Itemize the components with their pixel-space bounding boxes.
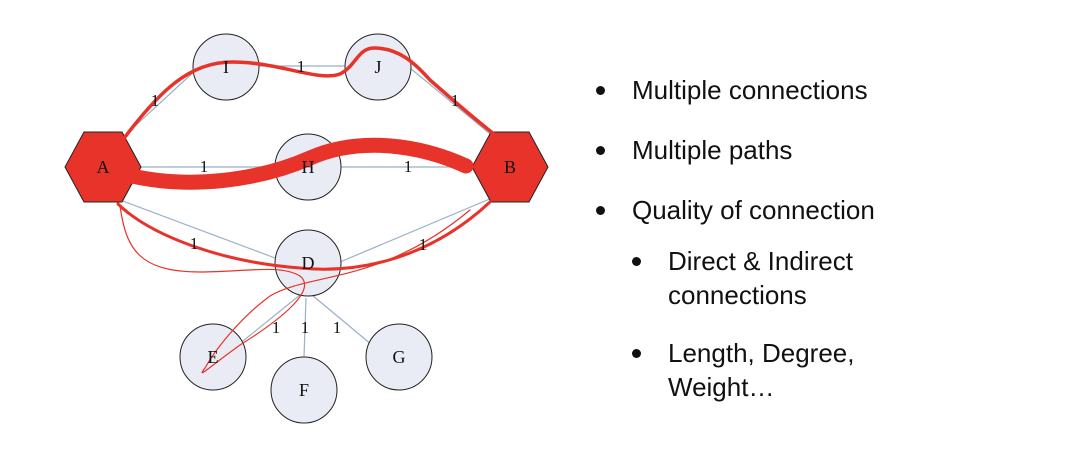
edge-weight-d-g: 1 xyxy=(333,318,342,337)
node-d xyxy=(274,229,342,297)
bullet-text-quality: Quality of connection xyxy=(632,195,875,225)
edge-d-g xyxy=(311,294,373,346)
edge-weight-j-b: 1 xyxy=(451,91,460,110)
edge-weight-h-b: 1 xyxy=(404,157,413,176)
bullet-list: Multiple connections Multiple paths Qual… xyxy=(596,74,1056,428)
path-middle-highlight xyxy=(120,137,474,190)
bullet-dot xyxy=(596,86,605,95)
sub-bullet-text-direct-indirect: Direct & Indirect connections xyxy=(668,246,853,310)
edge-weight-a-i: 1 xyxy=(151,91,160,110)
network-graph: A B I J H D E F G 1 1 1 1 1 1 1 1 1 1 xyxy=(64,33,549,424)
path-loop-highlight xyxy=(119,205,471,374)
node-e xyxy=(179,323,247,391)
bullet-item: Multiple connections xyxy=(596,74,1056,106)
edge-j-b xyxy=(409,67,496,139)
edge-weight-d-f: 1 xyxy=(301,318,310,337)
node-label-a: A xyxy=(97,157,110,177)
bullet-dot xyxy=(596,146,605,155)
node-a xyxy=(64,131,142,203)
node-label-b: B xyxy=(504,157,516,177)
edge-weight-a-d: 1 xyxy=(190,234,199,253)
edge-d-b xyxy=(339,197,493,263)
edge-d-f xyxy=(303,297,307,358)
sub-bullet-item: Length, Degree, Weight… xyxy=(632,336,898,404)
sub-bullet-item: Direct & Indirect connections xyxy=(632,244,898,312)
sub-bullet-dot xyxy=(632,257,641,266)
edge-d-e xyxy=(237,294,301,346)
node-label-i: I xyxy=(223,57,229,77)
node-label-d: D xyxy=(302,253,315,273)
node-label-j: J xyxy=(374,57,381,77)
edge-weight-d-b: 1 xyxy=(419,235,428,254)
bullet-text-multiple-connections: Multiple connections xyxy=(632,75,868,105)
sub-bullet-dot xyxy=(632,349,641,358)
sub-bullet-text-length-degree-weight: Length, Degree, Weight… xyxy=(668,338,855,402)
edge-weight-i-j: 1 xyxy=(297,57,306,76)
node-label-g: G xyxy=(393,347,406,367)
node-i xyxy=(192,33,260,101)
node-f xyxy=(270,356,338,424)
node-label-f: F xyxy=(299,380,309,400)
path-top-highlight xyxy=(120,46,496,143)
edge-a-d xyxy=(119,199,276,259)
path-bottom-highlight xyxy=(116,200,492,271)
edge-weight-d-e: 1 xyxy=(272,318,281,337)
bullet-item: Quality of connection xyxy=(596,194,1056,226)
bullet-dot xyxy=(596,206,605,215)
node-g xyxy=(365,323,433,391)
node-label-h: H xyxy=(302,157,315,177)
bullet-text-multiple-paths: Multiple paths xyxy=(632,135,793,165)
edge-weight-a-h: 1 xyxy=(200,157,209,176)
bullet-item: Multiple paths xyxy=(596,134,1056,166)
node-label-e: E xyxy=(208,347,219,367)
